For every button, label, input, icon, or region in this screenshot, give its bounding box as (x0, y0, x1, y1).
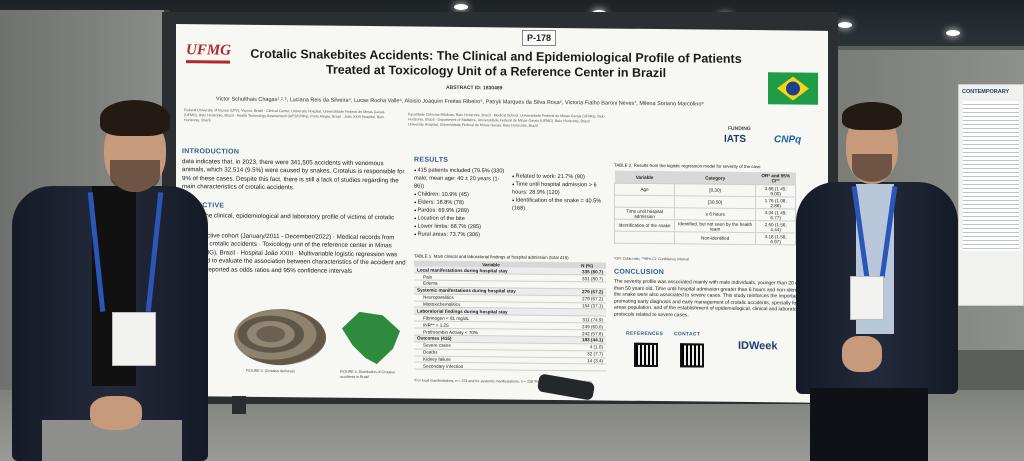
presenter-right-pants (810, 388, 928, 461)
contact-label: CONTACT (674, 331, 701, 338)
iats-logo: IATS (724, 133, 747, 145)
presenter-right-hands (842, 336, 882, 372)
presenter-left-hands (90, 396, 142, 430)
affiliations-right: Faculdade Ciências Médicas, Belo Horizon… (408, 112, 605, 128)
results-list-a: 415 patients included (79.5% (330) male;… (414, 166, 508, 239)
presenter-left-beard (110, 160, 160, 192)
table2-cell-category: Non-identified (674, 231, 756, 245)
table2-cell-value: 1.76 (1.08; 2.86) (755, 196, 796, 209)
authors: Victor Schulthais Chagas¹˒²˒³, Luciana R… (216, 96, 704, 108)
board-number-tag: P-178 (522, 30, 556, 46)
funding-label: FUNDING (728, 125, 751, 133)
presenter-right-hair (842, 102, 902, 130)
table2-cell-value: 4.18 (1.56; 6.97) (755, 232, 796, 245)
ufmg-logo-bar (186, 60, 230, 64)
table2-cell-category: [0,30) (674, 183, 756, 197)
references-qr-code (634, 342, 658, 368)
table1-cell-value (568, 364, 606, 372)
table2-cell-value: 4.34 (1.49; 6.77) (755, 208, 796, 221)
results-item: Identification of the snake = 40.5% (168… (512, 197, 612, 214)
introduction-text: data indicates that, in 2023, there were… (182, 158, 405, 192)
introduction-heading: INTRODUCTION (182, 148, 240, 156)
table2: Variable Category OR* and 95% CI** Age [0… (614, 170, 796, 246)
ufmg-logo: UFMG (186, 42, 232, 59)
idweek-logo: IDWeek (738, 339, 778, 353)
abstract-id: ABSTRACT ID: 1830469 (446, 84, 503, 92)
ceiling-light (454, 4, 468, 10)
side-poster-title: CONTEMPORARY (962, 89, 1010, 95)
research-poster: UFMG Crotalic Snakebites Accidents: The … (176, 24, 828, 403)
ceiling-light (838, 22, 852, 28)
table2-cell-variable: Age (614, 183, 675, 196)
table2-header: Category (674, 171, 756, 185)
rattlesnake-photo (234, 308, 326, 366)
results-item: Time until hospital admission > 6 hours:… (512, 181, 612, 198)
table2-cell-category: Identified, but not seen by the health t… (674, 219, 756, 233)
presenter-right-name-badge (850, 276, 884, 320)
table1-cell-label: Secondary infection (414, 362, 568, 371)
conclusion-heading: CONCLUSION (614, 268, 665, 277)
table2-caption: TABLE 2. Results from the logistic regre… (614, 162, 761, 170)
table2-cell-variable (614, 195, 675, 208)
table2-cell-value: 3.66 (1.45; 9.00) (755, 184, 796, 197)
results-item: Rural areas: 73.7% (306) (414, 230, 508, 239)
presenter-left-hair (100, 100, 170, 136)
table2-cell-variable (614, 231, 675, 244)
table2-footnote: *OR: Odds ratio; **95% CI: Confidence In… (614, 256, 689, 262)
objective-text: Assess the clinical, epidemiological and… (182, 212, 395, 228)
table2-cell-variable: Time until hospital admission (614, 207, 675, 220)
conclusion-text: The severity profile was associated main… (614, 278, 820, 319)
table2-row: Non-identified 4.18 (1.56; 6.97) (614, 231, 796, 245)
figure4-caption: FIGURE 4. Distribution of Crotalus accid… (340, 369, 395, 380)
table1-row: Secondary infection (414, 362, 606, 372)
table2-cell-category: [30,50) (674, 195, 756, 209)
references-label: REFERENCES (626, 330, 664, 338)
table2-header: Variable (614, 170, 675, 184)
methods-text: Retrospective cohort (January/2011 - Dec… (182, 232, 406, 275)
table2-cell-category: ≥ 6 hours (674, 207, 756, 221)
results-heading: RESULTS (414, 156, 449, 164)
ceiling-light (946, 30, 960, 36)
table1: Variable N (%) Local manifestations duri… (414, 260, 606, 372)
results-item: 415 patients included (79.5% (330) male;… (414, 166, 508, 191)
table2-cell-value: 2.60 (1.56; 4.44) (755, 220, 796, 233)
presenter-right-beard (852, 154, 892, 182)
side-poster: CONTEMPORARY (958, 84, 1024, 306)
affiliations-left: Federal University of Viçosa (UFV), Viço… (184, 108, 385, 123)
cnpq-logo: CNPq (774, 134, 802, 146)
table2-header: OR* and 95% CI** (755, 172, 796, 185)
table2-cell-variable: Identification of the snake (614, 219, 675, 232)
presenter-left-name-badge (112, 312, 156, 366)
contact-qr-code (680, 343, 704, 368)
brazil-flag-icon (768, 72, 818, 105)
poster-title: Crotalic Snakebites Accidents: The Clini… (250, 46, 742, 81)
stand-leg (232, 396, 246, 414)
figure3-caption: FIGURE 3. (Crotalus durissus) (246, 368, 295, 374)
results-list-b: Related to work: 21.7% (90) Time until h… (512, 173, 612, 214)
brazil-map-figure (342, 312, 400, 365)
